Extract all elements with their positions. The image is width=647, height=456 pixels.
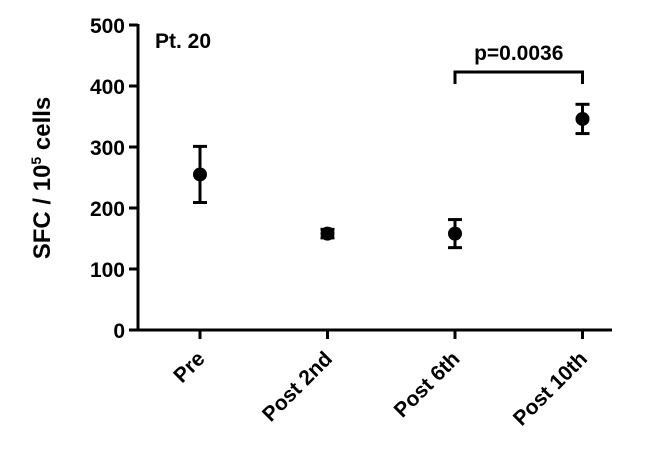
y-tick-label: 400 [90, 76, 125, 99]
data-point [193, 167, 207, 182]
x-tick-label: Pre [169, 347, 209, 387]
annotation: Pt. 20 [155, 30, 211, 53]
y-label-text: SFC / 10 [29, 165, 56, 260]
y-tick-label: 0 [113, 320, 125, 343]
y-tick-label: 300 [90, 137, 125, 160]
data-point [448, 226, 462, 241]
y-tick-label: 500 [90, 15, 125, 38]
y-tick-label: 100 [90, 259, 125, 282]
y-tick-label: 200 [90, 198, 125, 221]
x-tick-label: Post 2nd [258, 347, 337, 426]
y-label-sup: 5 [28, 157, 44, 165]
y-label-rest: cells [29, 97, 56, 157]
data-point [575, 111, 590, 126]
significance-bracket [453, 70, 584, 84]
x-tick-label: Post 10th [509, 347, 592, 430]
significance-label: p=0.0036 [474, 42, 563, 65]
data-point [320, 226, 335, 241]
x-tick-label: Post 6th [390, 347, 465, 422]
y-axis-label: SFC / 105 cells [28, 97, 56, 260]
